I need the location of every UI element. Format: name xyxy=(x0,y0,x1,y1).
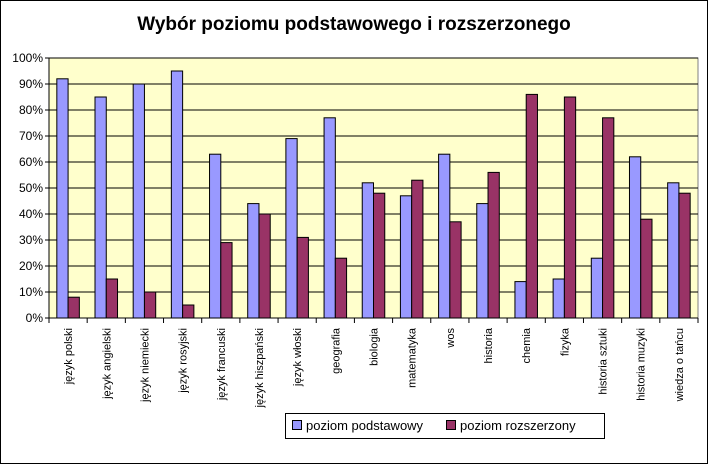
bar xyxy=(552,278,565,319)
x-tick-label: język hiszpański xyxy=(254,328,266,408)
bar xyxy=(487,171,500,319)
bar xyxy=(449,221,462,319)
y-tick-label: 100% xyxy=(12,51,43,65)
bar xyxy=(323,117,336,319)
bar xyxy=(258,213,271,319)
bar xyxy=(667,182,680,319)
y-tick-label: 20% xyxy=(19,259,43,273)
bar xyxy=(132,83,145,319)
x-tick-label: język niemiecki xyxy=(139,328,151,403)
bar xyxy=(296,236,309,319)
bar xyxy=(209,153,222,319)
y-tick-label: 50% xyxy=(19,181,43,195)
y-tick-label: 10% xyxy=(19,285,43,299)
bar xyxy=(94,96,107,319)
bar xyxy=(411,179,424,319)
y-tick-label: 80% xyxy=(19,103,43,117)
bar xyxy=(640,218,653,319)
bar xyxy=(334,257,348,319)
bar xyxy=(373,192,386,319)
bar xyxy=(247,203,260,319)
x-tick-label: język francuski xyxy=(216,328,228,401)
bar xyxy=(56,78,69,319)
legend-item-series-2: poziom rozszerzony xyxy=(446,418,576,433)
bar xyxy=(438,153,451,319)
bar xyxy=(678,192,691,319)
x-tick-label: matematyka xyxy=(407,327,419,388)
y-tick-label: 60% xyxy=(19,155,43,169)
x-tick-label: geografia xyxy=(330,327,342,374)
chart-title: Wybór poziomu podstawowego i rozszerzone… xyxy=(137,14,571,35)
y-axis-ticks: 0% 10% 20% 30% 40% 50% 60% 70% 80% 90% 100% xyxy=(12,51,49,325)
x-tick-label: historia muzyki xyxy=(636,328,648,401)
y-tick-label: 90% xyxy=(19,77,43,91)
x-tick-label: język angielski xyxy=(101,328,113,400)
x-tick-label: wos xyxy=(445,328,457,349)
x-tick-label: historia xyxy=(483,327,495,363)
legend: poziom podstawowy poziom rozszerzony xyxy=(285,413,605,439)
y-tick-label: 40% xyxy=(19,207,43,221)
bar xyxy=(182,304,195,319)
legend-item-series-1: poziom podstawowy xyxy=(292,418,423,433)
bar xyxy=(361,182,375,319)
x-tick-label: chemia xyxy=(521,327,533,363)
bar xyxy=(525,93,538,319)
legend-swatch xyxy=(292,420,302,430)
x-tick-label: język włoski xyxy=(292,328,304,387)
bar xyxy=(105,278,119,319)
legend-label: poziom podstawowy xyxy=(306,418,424,433)
x-tick-label: wiedza o tańcu xyxy=(674,328,686,402)
x-tick-label: język rosyjski xyxy=(178,328,190,394)
y-tick-label: 0% xyxy=(26,311,44,325)
y-tick-label: 70% xyxy=(19,129,43,143)
legend-label: poziom rozszerzony xyxy=(460,418,576,433)
bar xyxy=(476,203,489,319)
x-tick-label: historia sztuki xyxy=(598,328,610,395)
x-tick-label: biologia xyxy=(369,327,381,366)
bar xyxy=(399,195,413,319)
bar xyxy=(285,138,298,319)
legend-swatch xyxy=(446,420,456,430)
bar xyxy=(67,296,80,319)
bar xyxy=(563,96,577,319)
y-tick-label: 30% xyxy=(19,233,43,247)
bar xyxy=(170,70,184,319)
bar xyxy=(514,281,527,319)
x-axis-labels: język polski język angielski język niemiec… xyxy=(63,327,686,408)
bar xyxy=(628,156,642,319)
bar xyxy=(590,257,604,319)
bar xyxy=(602,117,615,319)
bar xyxy=(143,291,157,319)
x-tick-label: język polski xyxy=(63,328,75,385)
x-tick-label: fizyka xyxy=(559,327,571,356)
bar xyxy=(220,242,233,319)
